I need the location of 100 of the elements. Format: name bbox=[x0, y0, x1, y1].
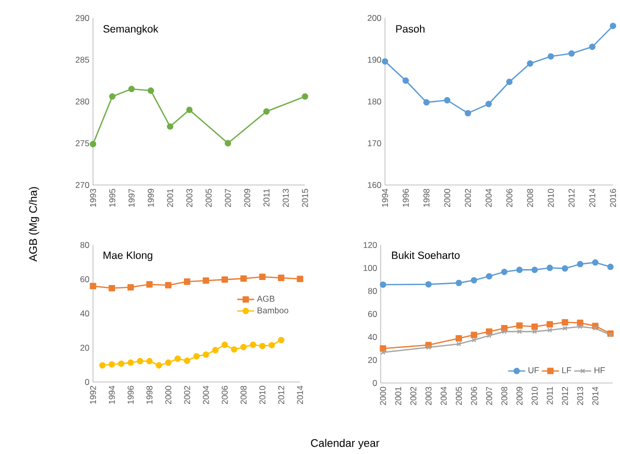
y-tick-label: 20 bbox=[368, 356, 377, 363]
text: Semangkok bbox=[103, 24, 158, 35]
point bbox=[259, 274, 266, 280]
legend-label: UF bbox=[528, 367, 539, 374]
point bbox=[108, 284, 116, 292]
y-tick-label: 120 bbox=[364, 242, 377, 248]
x-tick-label: 1998 bbox=[146, 386, 152, 404]
x-tick-label: 2008 bbox=[501, 386, 508, 406]
x-tick-label: 2009 bbox=[244, 188, 250, 208]
point bbox=[456, 335, 462, 342]
x-tick-label: 2002 bbox=[464, 188, 471, 208]
y-tick-label: 275 bbox=[76, 140, 90, 146]
x-tick-label: 2015 bbox=[302, 188, 308, 208]
point bbox=[212, 346, 219, 354]
y-tick-label: 60 bbox=[368, 310, 377, 317]
x-tick-label: 2013 bbox=[282, 188, 289, 208]
x-tick-label: 2009 bbox=[516, 386, 522, 406]
y-tick-label: 0 bbox=[372, 380, 377, 386]
point bbox=[146, 358, 153, 364]
point bbox=[136, 358, 144, 364]
y-tick-label: 40 bbox=[80, 310, 90, 316]
point bbox=[202, 277, 210, 284]
point bbox=[128, 86, 135, 92]
legend-label: HF bbox=[594, 367, 605, 374]
chart-title: Bukit Soeharto bbox=[392, 251, 460, 259]
y-tick-label: 60 bbox=[80, 276, 90, 282]
point bbox=[464, 110, 472, 116]
x-tick-label: 1995 bbox=[109, 188, 116, 207]
x-tick-label: 2008 bbox=[240, 386, 247, 404]
x-tick-label: 2003 bbox=[186, 188, 192, 208]
point bbox=[502, 329, 507, 334]
point bbox=[90, 140, 96, 148]
point bbox=[156, 362, 162, 369]
point bbox=[99, 362, 106, 369]
point bbox=[472, 338, 476, 342]
y-tick-label: 180 bbox=[368, 98, 382, 104]
point bbox=[516, 266, 523, 274]
y-tick-label: 40 bbox=[368, 334, 377, 340]
x-tick-label: 2012 bbox=[278, 386, 284, 404]
point bbox=[174, 355, 181, 362]
x-tick-label: 1992 bbox=[90, 386, 96, 404]
point bbox=[380, 281, 386, 288]
point bbox=[224, 140, 232, 146]
x-tick-label: 2006 bbox=[506, 188, 512, 208]
y-tick-label: 290 bbox=[76, 14, 90, 21]
x-tick-label: 2016 bbox=[610, 188, 616, 208]
y-tick-label: 270 bbox=[76, 182, 90, 188]
point bbox=[148, 87, 154, 94]
point bbox=[547, 328, 552, 333]
point bbox=[222, 276, 228, 283]
x-tick-label: 2008 bbox=[527, 188, 534, 208]
point bbox=[486, 328, 492, 335]
x-tick-label: 2006 bbox=[222, 386, 228, 404]
point bbox=[186, 106, 193, 114]
point bbox=[576, 320, 584, 326]
legend-label: LF bbox=[562, 367, 572, 374]
x-tick-label: 1994 bbox=[108, 386, 115, 404]
x-tick-label: 2012 bbox=[568, 188, 575, 208]
y-tick-label: 170 bbox=[368, 140, 382, 146]
x-tick-label: 2011 bbox=[546, 386, 553, 404]
point bbox=[193, 353, 200, 360]
point bbox=[90, 282, 96, 290]
y-tick-label: 190 bbox=[368, 56, 382, 63]
x-tick-label: 2010 bbox=[259, 386, 266, 404]
point bbox=[402, 77, 409, 84]
x-tick-label: 2005 bbox=[206, 188, 212, 208]
x-tick-label: 2014 bbox=[592, 386, 598, 406]
point bbox=[548, 53, 554, 60]
point bbox=[568, 50, 575, 57]
legend-label: Bamboo bbox=[258, 307, 288, 314]
point bbox=[578, 324, 583, 330]
point bbox=[531, 266, 538, 274]
point bbox=[610, 22, 616, 30]
x-tick-label: 2004 bbox=[440, 386, 447, 406]
point bbox=[562, 265, 568, 272]
x-tick-label: 2014 bbox=[589, 188, 596, 208]
y-tick-label: 0 bbox=[85, 378, 90, 385]
point bbox=[184, 358, 190, 364]
x-tick-label: 2005 bbox=[456, 386, 462, 406]
point bbox=[296, 276, 304, 282]
y-tick-label: 20 bbox=[80, 344, 90, 351]
x-tick-label: 1996 bbox=[128, 386, 134, 404]
x-tick-label: 1993 bbox=[90, 188, 96, 207]
text: Mae Klong bbox=[104, 251, 152, 262]
point bbox=[278, 274, 284, 282]
y-tick-label: 100 bbox=[364, 264, 377, 271]
point bbox=[222, 342, 228, 348]
x-tick-label: 2010 bbox=[548, 188, 554, 208]
point bbox=[562, 319, 568, 326]
point bbox=[259, 342, 266, 350]
x-tick-label: 1994 bbox=[382, 188, 388, 207]
point bbox=[485, 100, 492, 108]
point bbox=[531, 323, 538, 330]
text: Pasoh bbox=[396, 24, 424, 33]
y-tick-label: 280 bbox=[76, 98, 90, 104]
x-tick-label: 2001 bbox=[395, 386, 402, 406]
point bbox=[108, 361, 116, 368]
point bbox=[302, 93, 308, 100]
point bbox=[526, 60, 534, 67]
point bbox=[562, 326, 568, 331]
